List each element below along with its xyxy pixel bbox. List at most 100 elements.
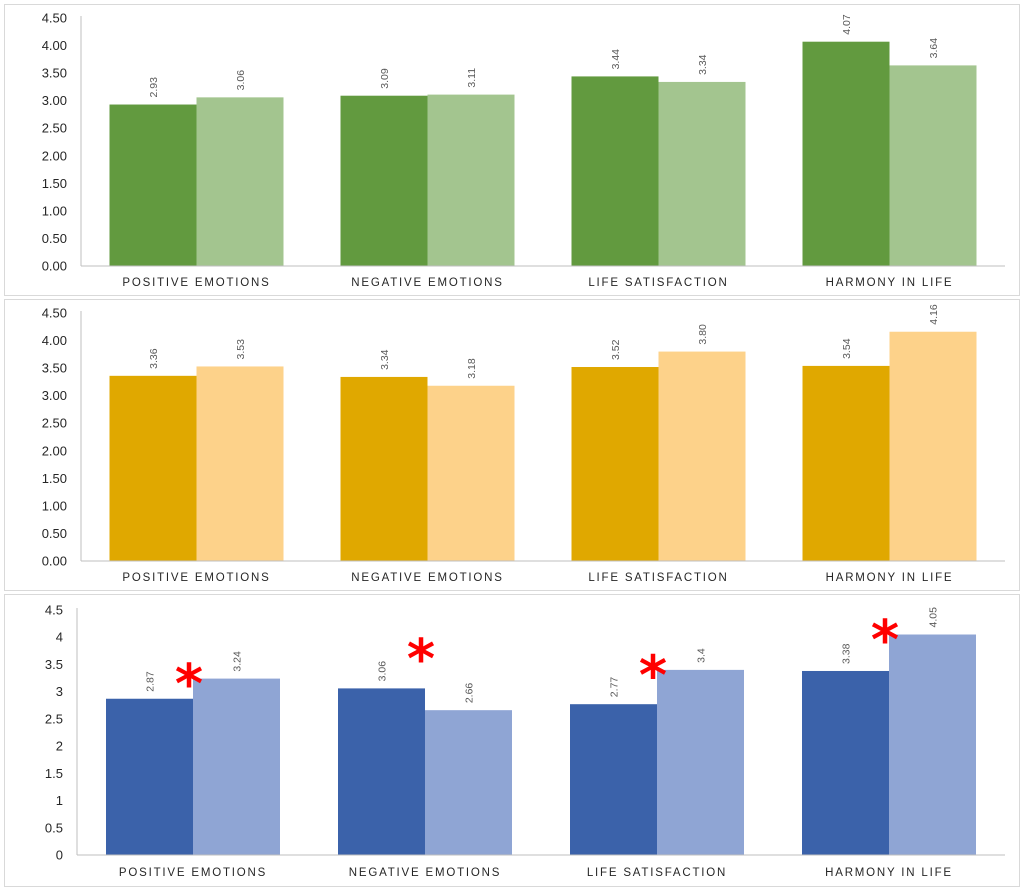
y-tick-label: 2.00 — [42, 443, 67, 458]
bar-series-1 — [340, 376, 428, 561]
bar-chart-green: 0.00 0.50 1.00 1.50 2.00 2.50 3.00 3.50 4.00 4.50… — [42, 11, 1005, 289]
y-tick-label: 1.00 — [42, 203, 67, 218]
y-tick-label: 0.50 — [42, 231, 67, 246]
data-label: 2.93 — [148, 77, 160, 98]
category-label: NEGATIVE EMOTIONS — [349, 867, 501, 879]
bar-series-1 — [802, 670, 889, 855]
category-label: POSITIVE EMOTIONS — [122, 572, 270, 584]
bar-series-2 — [196, 366, 284, 561]
bar-series-1 — [340, 95, 428, 266]
data-label: 3.64 — [928, 38, 940, 59]
y-tick-label: 3.00 — [42, 388, 67, 403]
data-label: 3.38 — [841, 643, 853, 664]
bar-series-1 — [109, 375, 197, 561]
y-tick-label: 2.5 — [45, 711, 63, 726]
y-tick-label: 1.50 — [42, 471, 67, 486]
bar-series-1 — [802, 41, 890, 266]
data-label: 3.4 — [696, 648, 708, 663]
bar-series-1 — [570, 704, 657, 855]
category-label: HARMONY IN LIFE — [825, 867, 953, 879]
data-label: 3.06 — [377, 661, 389, 682]
y-tick-label: 4.5 — [45, 603, 63, 618]
y-tick-label: 2 — [56, 739, 63, 754]
bar-series-1 — [338, 688, 425, 855]
significance-star: * — [871, 609, 899, 672]
data-label: 3.11 — [466, 68, 478, 88]
bar-series-2 — [427, 94, 515, 266]
y-tick-label: 0.5 — [45, 820, 63, 835]
data-label: 3.52 — [610, 339, 622, 360]
data-label: 3.53 — [235, 339, 247, 360]
category-label: POSITIVE EMOTIONS — [119, 867, 267, 879]
chart-panel-green: 0.00 0.50 1.00 1.50 2.00 2.50 3.00 3.50 4.00 4.50… — [4, 4, 1020, 296]
significance-star: * — [175, 653, 203, 716]
data-label: 3.44 — [610, 49, 622, 70]
bar-series-2 — [657, 669, 744, 855]
bar-series-2 — [889, 331, 977, 561]
data-label: 2.66 — [464, 683, 476, 704]
y-tick-label: 3 — [56, 684, 63, 699]
y-tick-label: 0 — [56, 848, 63, 863]
category-label: POSITIVE EMOTIONS — [122, 277, 270, 289]
y-tick-label: 4 — [56, 630, 63, 645]
bar-series-2 — [658, 351, 746, 561]
data-label: 3.34 — [697, 54, 709, 75]
data-label: 2.77 — [609, 677, 621, 698]
significance-star: * — [639, 644, 667, 707]
bar-series-2 — [427, 385, 515, 561]
y-tick-label: 4.00 — [42, 333, 67, 348]
bar-series-2 — [658, 81, 746, 266]
data-label: 3.18 — [466, 358, 478, 379]
data-label: 3.06 — [235, 70, 247, 91]
data-label: 3.36 — [148, 348, 160, 369]
bar-series-2 — [425, 710, 512, 855]
y-tick-label: 0.00 — [42, 554, 67, 569]
bar-series-2 — [889, 65, 977, 266]
bar-series-2 — [193, 678, 280, 855]
category-label: NEGATIVE EMOTIONS — [351, 572, 503, 584]
y-tick-label: 2.50 — [42, 416, 67, 431]
y-tick-label: 2.50 — [42, 121, 67, 136]
data-label: 3.54 — [841, 338, 853, 359]
data-label: 2.87 — [145, 671, 157, 692]
y-tick-label: 0.00 — [42, 259, 67, 274]
data-label: 4.16 — [928, 304, 940, 325]
y-tick-label: 4.50 — [42, 11, 67, 26]
category-label: LIFE SATISFACTION — [587, 867, 727, 879]
bar-series-1 — [106, 698, 193, 855]
bar-series-1 — [571, 367, 659, 561]
y-tick-label: 1.5 — [45, 766, 63, 781]
bar-series-2 — [196, 97, 284, 266]
data-label: 4.07 — [841, 14, 853, 35]
data-label: 3.80 — [697, 324, 709, 345]
y-tick-label: 1.00 — [42, 498, 67, 513]
y-tick-label: 1 — [56, 793, 63, 808]
data-label: 3.34 — [379, 349, 391, 370]
category-label: LIFE SATISFACTION — [588, 572, 728, 584]
bar-series-1 — [802, 365, 890, 561]
bar-series-1 — [571, 76, 659, 266]
y-tick-label: 1.50 — [42, 176, 67, 191]
y-tick-label: 4.00 — [42, 38, 67, 53]
chart-panel-orange: 0.00 0.50 1.00 1.50 2.00 2.50 3.00 3.50 4.00 4.50… — [4, 299, 1020, 591]
category-label: NEGATIVE EMOTIONS — [351, 277, 503, 289]
y-tick-label: 2.00 — [42, 148, 67, 163]
bar-series-2 — [889, 634, 976, 855]
y-tick-label: 4.50 — [42, 306, 67, 321]
category-label: LIFE SATISFACTION — [588, 277, 728, 289]
y-tick-label: 3.5 — [45, 657, 63, 672]
y-tick-label: 3.50 — [42, 361, 67, 376]
y-tick-label: 0.50 — [42, 526, 67, 541]
y-tick-label: 3.50 — [42, 66, 67, 81]
bar-chart-orange: 0.00 0.50 1.00 1.50 2.00 2.50 3.00 3.50 4.00 4.50… — [42, 304, 1005, 584]
data-label: 3.24 — [232, 651, 244, 672]
data-label: 4.05 — [928, 607, 940, 628]
y-tick-label: 3.00 — [42, 93, 67, 108]
data-label: 3.09 — [379, 68, 391, 89]
significance-star: * — [407, 627, 435, 690]
chart-panel-blue: 0 0.5 1 1.5 2 2.5 3 3.5 4 4.5 2.87 3.24 POSITIVE EMO… — [4, 594, 1020, 887]
bar-chart-blue: 0 0.5 1 1.5 2 2.5 3 3.5 4 4.5 2.87 3.24 POSITIVE EMO… — [45, 603, 1005, 879]
category-label: HARMONY IN LIFE — [826, 277, 954, 289]
bar-series-1 — [109, 104, 197, 266]
category-label: HARMONY IN LIFE — [826, 572, 954, 584]
